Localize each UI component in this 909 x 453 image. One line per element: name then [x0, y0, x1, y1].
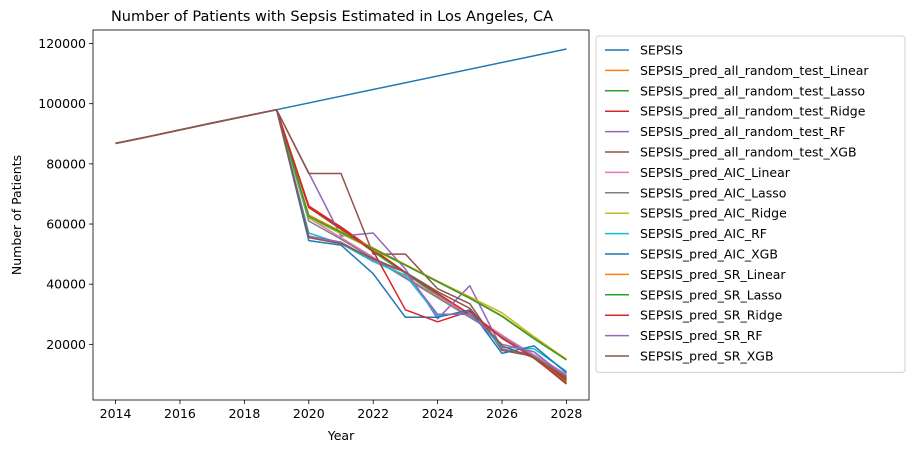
- legend-entry-15: SEPSIS_pred_SR_XGB: [640, 349, 774, 364]
- x-tick-label: 2018: [228, 406, 260, 421]
- x-tick-label: 2024: [422, 406, 454, 421]
- x-tick-label: 2020: [293, 406, 325, 421]
- x-axis-label: Year: [327, 428, 355, 443]
- series-line-15: [115, 108, 567, 379]
- axes: 2014 2016 2018 2020 2022 2024 2026 2028 20000 400…: [38, 29, 590, 421]
- y-tick-label: 60000: [46, 217, 86, 232]
- x-tick-label: 2028: [551, 406, 583, 421]
- x-tick-label: 2014: [100, 406, 132, 421]
- legend-entry-1: SEPSIS_pred_all_random_test_Linear: [640, 63, 869, 78]
- legend-entry-3: SEPSIS_pred_all_random_test_Ridge: [640, 104, 866, 119]
- plot-frame: [92, 29, 590, 401]
- x-tick-label: 2026: [486, 406, 518, 421]
- legend-entry-0: SEPSIS: [640, 43, 683, 58]
- legend-entry-12: SEPSIS_pred_SR_Lasso: [640, 287, 782, 302]
- y-tick-label: 120000: [38, 36, 86, 51]
- legend-entry-4: SEPSIS_pred_all_random_test_RF: [640, 124, 846, 139]
- legend-entry-11: SEPSIS_pred_SR_Linear: [640, 267, 786, 282]
- legend-box: [595, 35, 906, 373]
- y-tick-label: 20000: [46, 337, 86, 352]
- legend-entry-5: SEPSIS_pred_all_random_test_XGB: [640, 145, 857, 160]
- legend-entry-9: SEPSIS_pred_AIC_RF: [640, 226, 767, 241]
- x-tick-label: 2016: [164, 406, 196, 421]
- legend-entry-13: SEPSIS_pred_SR_Ridge: [640, 308, 783, 323]
- y-tick-label: 40000: [46, 277, 86, 292]
- legend-entry-14: SEPSIS_pred_SR_RF: [640, 328, 763, 343]
- legend: SEPSIS SEPSIS_pred_all_random_test_Linear…: [595, 35, 906, 373]
- series-line-9: [115, 108, 567, 373]
- legend-entry-8: SEPSIS_pred_AIC_Ridge: [640, 206, 787, 221]
- plot-area: [115, 48, 567, 385]
- legend-entry-7: SEPSIS_pred_AIC_Lasso: [640, 185, 786, 200]
- chart-title: Number of Patients with Sepsis Estimated…: [111, 9, 553, 25]
- legend-entry-2: SEPSIS_pred_all_random_test_Lasso: [640, 83, 865, 98]
- y-tick-label: 80000: [46, 156, 86, 171]
- y-axis-label: Number of Patients: [9, 155, 24, 275]
- x-tick-label: 2022: [357, 406, 389, 421]
- y-tick-label: 100000: [38, 96, 86, 111]
- legend-entry-6: SEPSIS_pred_AIC_Linear: [640, 165, 791, 180]
- legend-entry-10: SEPSIS_pred_AIC_XGB: [640, 247, 778, 262]
